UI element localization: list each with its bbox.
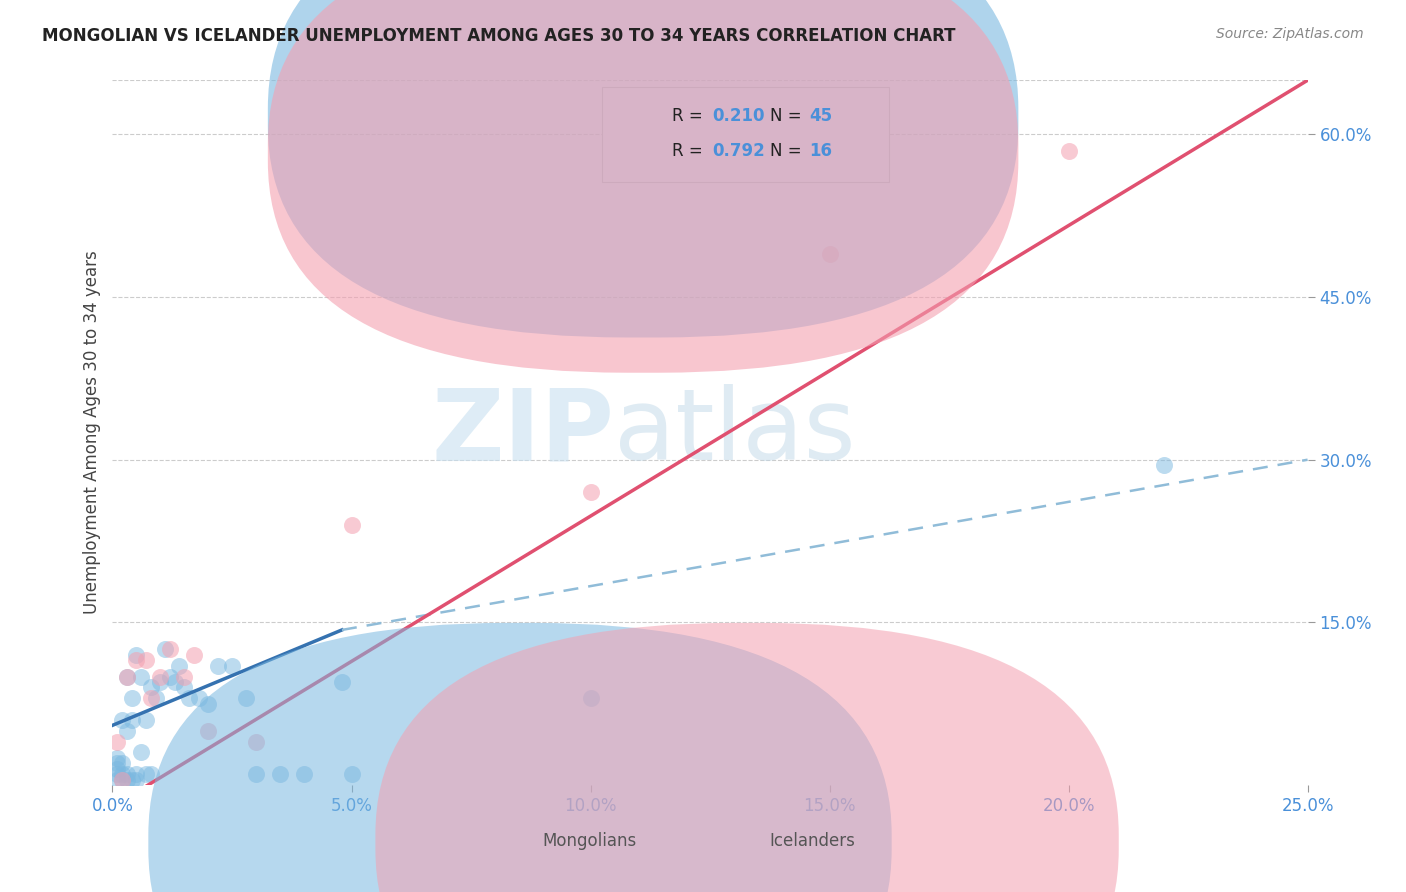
Text: ZIP: ZIP xyxy=(432,384,614,481)
Point xyxy=(105,751,128,765)
Point xyxy=(245,734,267,748)
Text: 16: 16 xyxy=(810,142,832,160)
Point xyxy=(139,767,162,781)
Point xyxy=(111,713,134,727)
Point xyxy=(129,669,152,683)
Point xyxy=(105,756,128,771)
Point xyxy=(105,734,128,748)
Text: 0.210: 0.210 xyxy=(713,106,765,125)
Point xyxy=(235,691,257,706)
Point xyxy=(129,746,152,760)
Point xyxy=(159,642,181,657)
Point xyxy=(111,772,134,787)
Point xyxy=(139,691,162,706)
FancyBboxPatch shape xyxy=(149,623,891,892)
Point xyxy=(115,669,138,683)
Text: R =: R = xyxy=(672,106,707,125)
Point xyxy=(125,772,148,787)
Point xyxy=(197,723,219,738)
Point xyxy=(121,772,143,787)
Text: R =: R = xyxy=(672,142,707,160)
Point xyxy=(169,658,191,673)
Point xyxy=(121,713,143,727)
Point xyxy=(149,675,172,690)
Point xyxy=(115,767,138,781)
FancyBboxPatch shape xyxy=(269,0,1018,337)
Point xyxy=(115,669,138,683)
Point xyxy=(269,767,291,781)
Text: N =: N = xyxy=(770,142,807,160)
Point xyxy=(173,681,195,695)
Text: Source: ZipAtlas.com: Source: ZipAtlas.com xyxy=(1216,27,1364,41)
Point xyxy=(818,246,841,260)
Point xyxy=(125,648,148,662)
Point xyxy=(221,658,243,673)
FancyBboxPatch shape xyxy=(269,0,1018,373)
FancyBboxPatch shape xyxy=(375,623,1119,892)
Point xyxy=(1153,458,1175,472)
Point xyxy=(1057,144,1080,158)
Text: 45: 45 xyxy=(810,106,832,125)
Point xyxy=(139,681,162,695)
Text: Mongolians: Mongolians xyxy=(543,832,637,850)
Text: 0.792: 0.792 xyxy=(713,142,765,160)
Text: Icelanders: Icelanders xyxy=(770,832,856,850)
Point xyxy=(183,648,205,662)
Point xyxy=(579,485,602,500)
Point xyxy=(111,756,134,771)
Point xyxy=(115,772,138,787)
Y-axis label: Unemployment Among Ages 30 to 34 years: Unemployment Among Ages 30 to 34 years xyxy=(83,251,101,615)
Text: MONGOLIAN VS ICELANDER UNEMPLOYMENT AMONG AGES 30 TO 34 YEARS CORRELATION CHART: MONGOLIAN VS ICELANDER UNEMPLOYMENT AMON… xyxy=(42,27,956,45)
Point xyxy=(159,669,181,683)
Point xyxy=(187,691,209,706)
Point xyxy=(135,713,157,727)
Point xyxy=(579,691,602,706)
Point xyxy=(292,767,315,781)
Point xyxy=(105,762,128,776)
Point xyxy=(111,767,134,781)
Point xyxy=(149,669,172,683)
Point xyxy=(121,691,143,706)
Point xyxy=(197,697,219,711)
Point xyxy=(207,658,229,673)
Point xyxy=(163,675,186,690)
Point xyxy=(245,767,267,781)
Point xyxy=(145,691,167,706)
Point xyxy=(340,517,363,532)
Point xyxy=(115,723,138,738)
Point xyxy=(125,767,148,781)
Point xyxy=(111,772,134,787)
Point xyxy=(135,653,157,667)
Text: N =: N = xyxy=(770,106,807,125)
Point xyxy=(153,642,176,657)
Point xyxy=(177,691,200,706)
Point xyxy=(105,767,128,781)
Point xyxy=(135,767,157,781)
Point xyxy=(340,767,363,781)
Point xyxy=(173,669,195,683)
Text: atlas: atlas xyxy=(614,384,856,481)
Point xyxy=(105,772,128,787)
FancyBboxPatch shape xyxy=(603,87,889,183)
Point xyxy=(330,675,353,690)
Point xyxy=(125,653,148,667)
